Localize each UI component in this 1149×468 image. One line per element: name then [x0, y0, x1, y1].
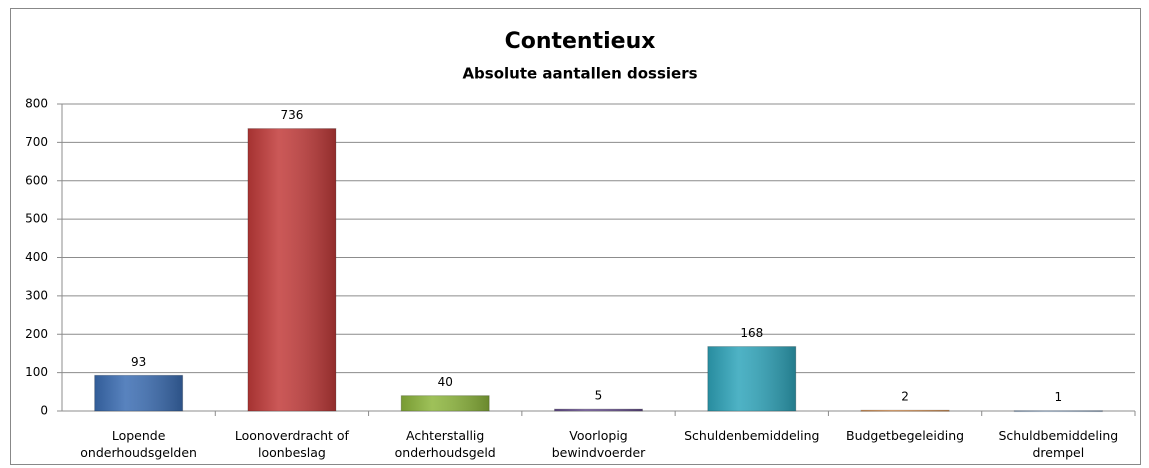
- value-label: 40: [438, 375, 453, 389]
- y-tick-label: 700: [25, 135, 48, 149]
- bar-shade: [94, 375, 183, 411]
- bar-shade: [401, 395, 490, 411]
- x-tick-label: Achterstallig onderhoudsgeld: [394, 428, 496, 460]
- y-tick-label: 400: [25, 250, 48, 264]
- chart-subtitle: Absolute aantallen dossiers: [462, 65, 697, 83]
- y-tick-label: 0: [40, 404, 48, 418]
- chart-border: [10, 8, 1141, 465]
- value-label: 93: [131, 355, 146, 369]
- x-tick-label: Budgetbegeleiding: [846, 428, 965, 443]
- x-tick-label: Schuldenbemiddeling: [684, 428, 820, 443]
- bar-shade: [707, 346, 796, 411]
- x-tick-label: Loonoverdracht of loonbeslag: [234, 428, 349, 460]
- value-label: 5: [595, 389, 603, 403]
- y-tick-label: 200: [25, 327, 48, 341]
- value-label: 736: [280, 108, 303, 122]
- x-tick-label: Lopende onderhoudsgelden: [80, 428, 197, 460]
- y-tick-label: 500: [25, 212, 48, 226]
- y-tick-label: 100: [25, 365, 48, 379]
- bar-shade: [554, 409, 643, 411]
- y-tick-label: 300: [25, 288, 48, 302]
- y-tick-label: 800: [25, 97, 48, 111]
- chart-title: Contentieux: [505, 29, 656, 54]
- y-tick-label: 600: [25, 173, 48, 187]
- x-tick-label: Schuldbemiddeling drempel: [998, 428, 1119, 460]
- bar-shade: [247, 128, 336, 411]
- bar-shade: [861, 410, 950, 412]
- x-tick-label: Voorlopig bewindvoerder: [551, 428, 646, 460]
- value-label: 2: [901, 390, 909, 404]
- bar-shade: [1014, 410, 1103, 412]
- value-label: 1: [1055, 390, 1063, 404]
- value-label: 168: [740, 326, 763, 340]
